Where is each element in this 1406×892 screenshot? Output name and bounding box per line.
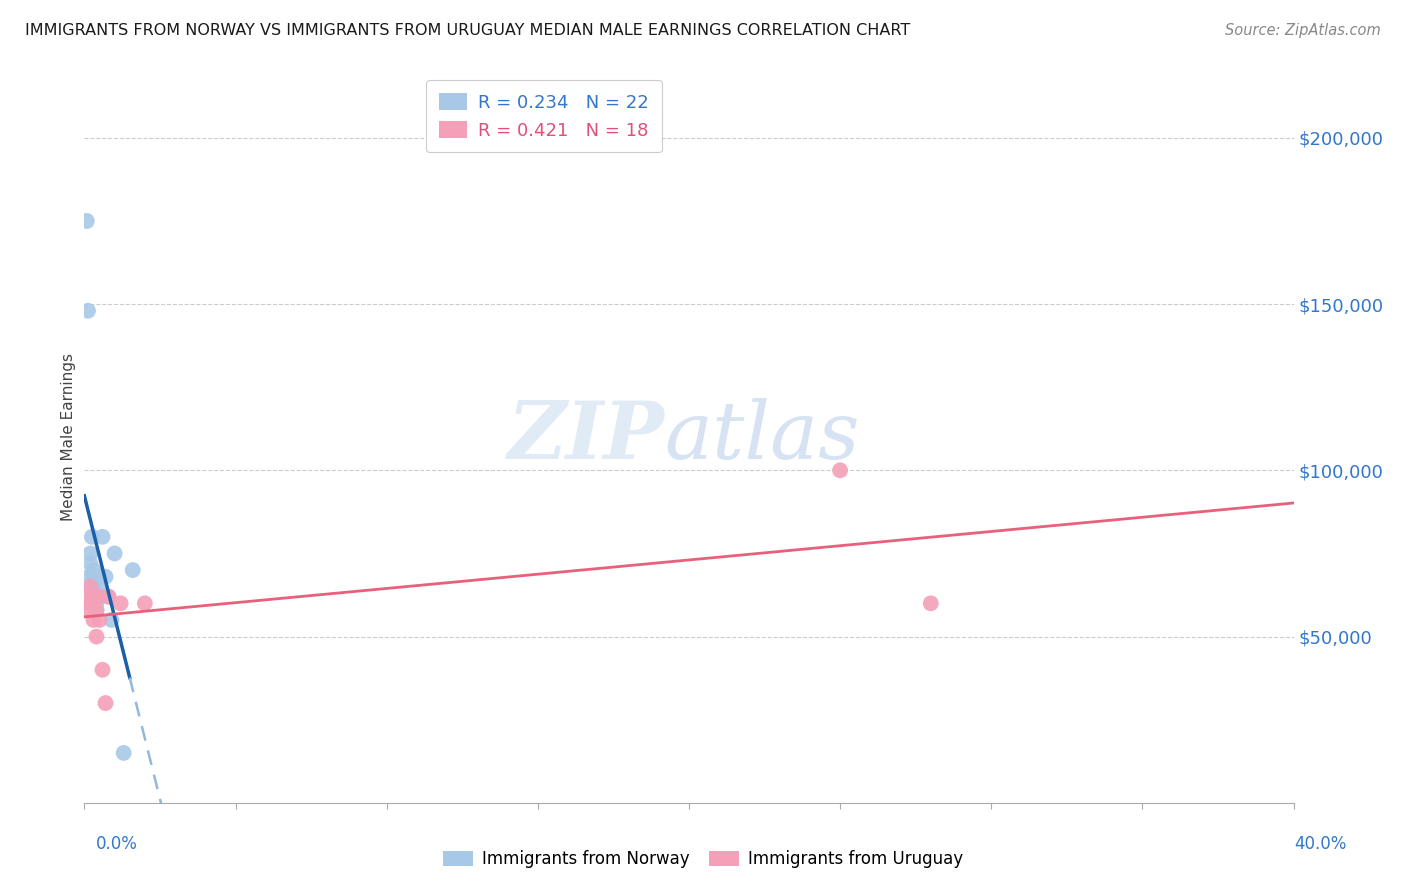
Point <box>94 696 117 710</box>
Point <box>112 746 135 760</box>
Point <box>830 463 852 477</box>
Point <box>79 546 101 560</box>
Legend: R = 0.234   N = 22, R = 0.421   N = 18: R = 0.234 N = 22, R = 0.421 N = 18 <box>426 80 662 153</box>
Text: atlas: atlas <box>665 399 860 475</box>
Point <box>86 603 108 617</box>
Point <box>104 546 127 560</box>
Y-axis label: Median Male Earnings: Median Male Earnings <box>60 353 76 521</box>
Point <box>76 214 98 228</box>
Text: 40.0%: 40.0% <box>1295 835 1347 853</box>
Text: 0.0%: 0.0% <box>96 835 138 853</box>
Point <box>86 603 108 617</box>
Point <box>86 590 108 604</box>
Point <box>89 590 111 604</box>
Point <box>121 563 143 577</box>
Point <box>89 570 111 584</box>
Point <box>920 596 942 610</box>
Point <box>82 563 104 577</box>
Text: ZIP: ZIP <box>508 399 665 475</box>
Point <box>77 303 100 318</box>
Point <box>80 530 103 544</box>
Point <box>91 663 114 677</box>
Point <box>77 570 100 584</box>
Point <box>82 580 104 594</box>
Point <box>100 613 122 627</box>
Point <box>97 590 120 604</box>
Text: IMMIGRANTS FROM NORWAY VS IMMIGRANTS FROM URUGUAY MEDIAN MALE EARNINGS CORRELATI: IMMIGRANTS FROM NORWAY VS IMMIGRANTS FRO… <box>25 23 911 38</box>
Point <box>86 630 108 644</box>
Point <box>89 613 111 627</box>
Point <box>77 603 100 617</box>
Point <box>91 530 114 544</box>
Point <box>97 590 120 604</box>
Point <box>82 590 104 604</box>
Point <box>94 570 117 584</box>
Point <box>82 613 104 627</box>
Point <box>80 596 103 610</box>
Point <box>89 580 111 594</box>
Point <box>110 596 132 610</box>
Point <box>79 557 101 571</box>
Legend: Immigrants from Norway, Immigrants from Uruguay: Immigrants from Norway, Immigrants from … <box>434 842 972 877</box>
Point <box>86 596 108 610</box>
Point <box>79 580 101 594</box>
Point <box>76 596 98 610</box>
Point <box>82 570 104 584</box>
Point <box>134 596 156 610</box>
Text: Source: ZipAtlas.com: Source: ZipAtlas.com <box>1225 23 1381 38</box>
Point <box>76 590 98 604</box>
Point <box>79 580 101 594</box>
